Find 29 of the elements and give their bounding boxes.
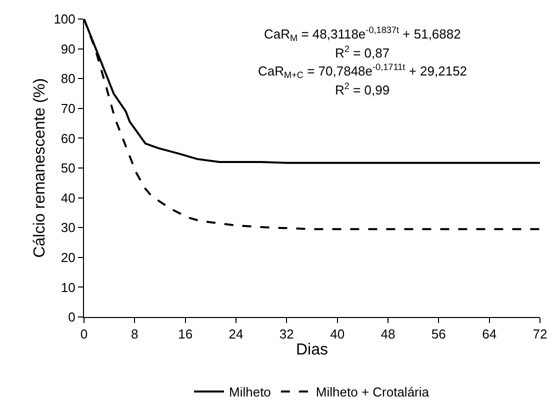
y-tick-label: 100 bbox=[54, 12, 76, 27]
x-tick-label: 56 bbox=[431, 326, 446, 342]
legend-label: Milheto + Crotalária bbox=[316, 384, 430, 400]
annotation: CaR$_{M+C}$ = 70,7848e$^{-0,1711t}$ + 29,2152 bbox=[258, 62, 468, 80]
x-tick-label: 40 bbox=[330, 326, 345, 342]
y-tick-label: 40 bbox=[60, 190, 76, 206]
x-tick-label: 16 bbox=[178, 326, 193, 342]
y-tick-label: 70 bbox=[60, 100, 76, 116]
annotation: CaR$_{M}$ = 48,3118e$^{-0,1837t}$ + 51,6882 bbox=[264, 25, 461, 44]
x-tick-label: 32 bbox=[279, 326, 294, 342]
y-tick-label: 0 bbox=[68, 310, 76, 325]
annotation: R$^{2}$ = 0,87 bbox=[335, 44, 390, 60]
x-tick-label: 24 bbox=[228, 326, 244, 342]
y-tick-label: 20 bbox=[60, 250, 76, 265]
y-tick-label: 50 bbox=[60, 160, 76, 176]
annotation: R$^{2}$ = 0,99 bbox=[335, 81, 390, 98]
x-tick-label: 48 bbox=[380, 326, 396, 342]
x-tick-label: 8 bbox=[131, 326, 138, 342]
y-axis-title: Cálcio remanescente (%) bbox=[32, 78, 49, 258]
x-axis-title: Dias bbox=[296, 341, 328, 358]
y-tick-label: 30 bbox=[60, 220, 76, 236]
legend-label: Milheto bbox=[229, 384, 271, 400]
y-tick-label: 10 bbox=[60, 280, 76, 295]
x-tick-label: 64 bbox=[482, 326, 497, 342]
y-tick-label: 90 bbox=[60, 41, 76, 56]
y-tick-label: 60 bbox=[60, 130, 76, 146]
y-tick-label: 80 bbox=[60, 71, 76, 86]
x-tick-label: 0 bbox=[80, 326, 88, 342]
x-tick-label: 72 bbox=[532, 326, 548, 342]
